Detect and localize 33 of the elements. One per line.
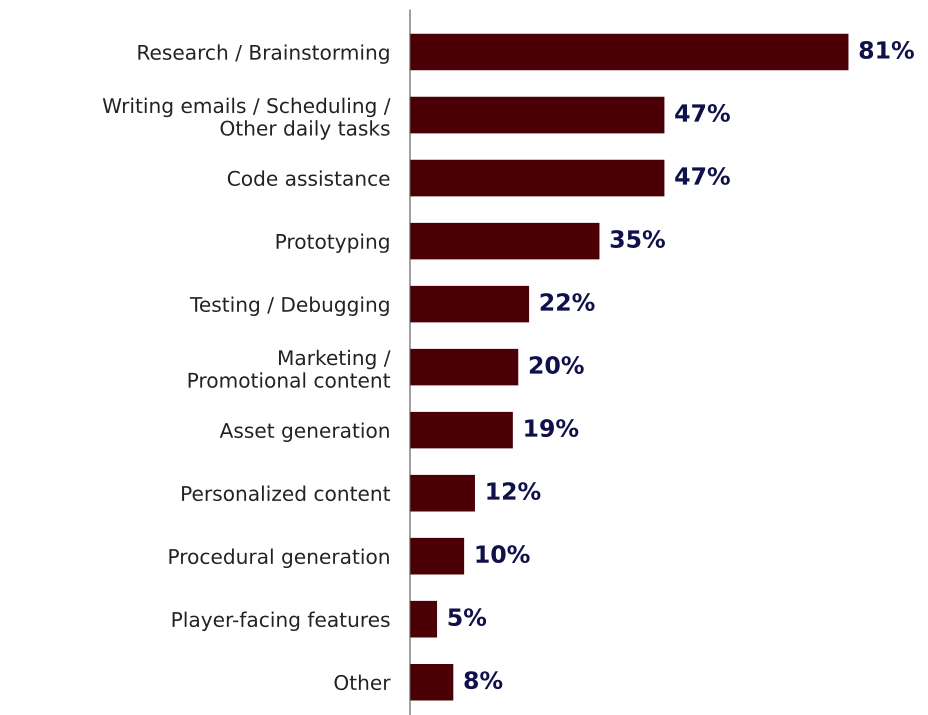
data-label: 47% [675, 167, 730, 185]
data-label: 19% [525, 419, 578, 437]
bar [410, 474, 475, 512]
y-tick-label: Asset generation [220, 422, 389, 442]
bar [410, 412, 513, 448]
data-label: 10% [476, 545, 530, 564]
data-label: 8% [464, 671, 502, 690]
bar [410, 664, 454, 701]
y-tick-label: Research / Brainstorming [138, 44, 389, 64]
y-tick-label: Procedural generation [169, 548, 389, 568]
data-label: 20% [530, 356, 584, 374]
data-label: 22% [540, 293, 595, 311]
bar [410, 348, 518, 386]
y-tick-label: Player-facing features [172, 612, 390, 632]
bar [410, 286, 530, 322]
y-tick-label: Testing / Debugging [190, 296, 389, 316]
data-label: 5% [448, 608, 486, 626]
bar [410, 538, 464, 574]
bar [410, 34, 848, 70]
y-tick-label: Other [334, 674, 391, 690]
data-label: 12% [487, 482, 540, 500]
bar [410, 160, 664, 196]
y-tick-label: Prototyping [276, 233, 389, 253]
data-label: 35% [610, 230, 665, 248]
bar [410, 600, 438, 638]
bar [410, 96, 664, 134]
data-label: 47% [675, 104, 730, 122]
bar [410, 222, 600, 260]
y-tick-label: Marketing / Promotional content [188, 350, 391, 388]
data-label: 81% [860, 41, 914, 59]
y-tick-label: Personalized content [182, 486, 390, 502]
y-tick-label: Code assistance [228, 170, 390, 186]
y-tick-label: Writing emails / Scheduling / Other daily tasks [102, 98, 391, 140]
